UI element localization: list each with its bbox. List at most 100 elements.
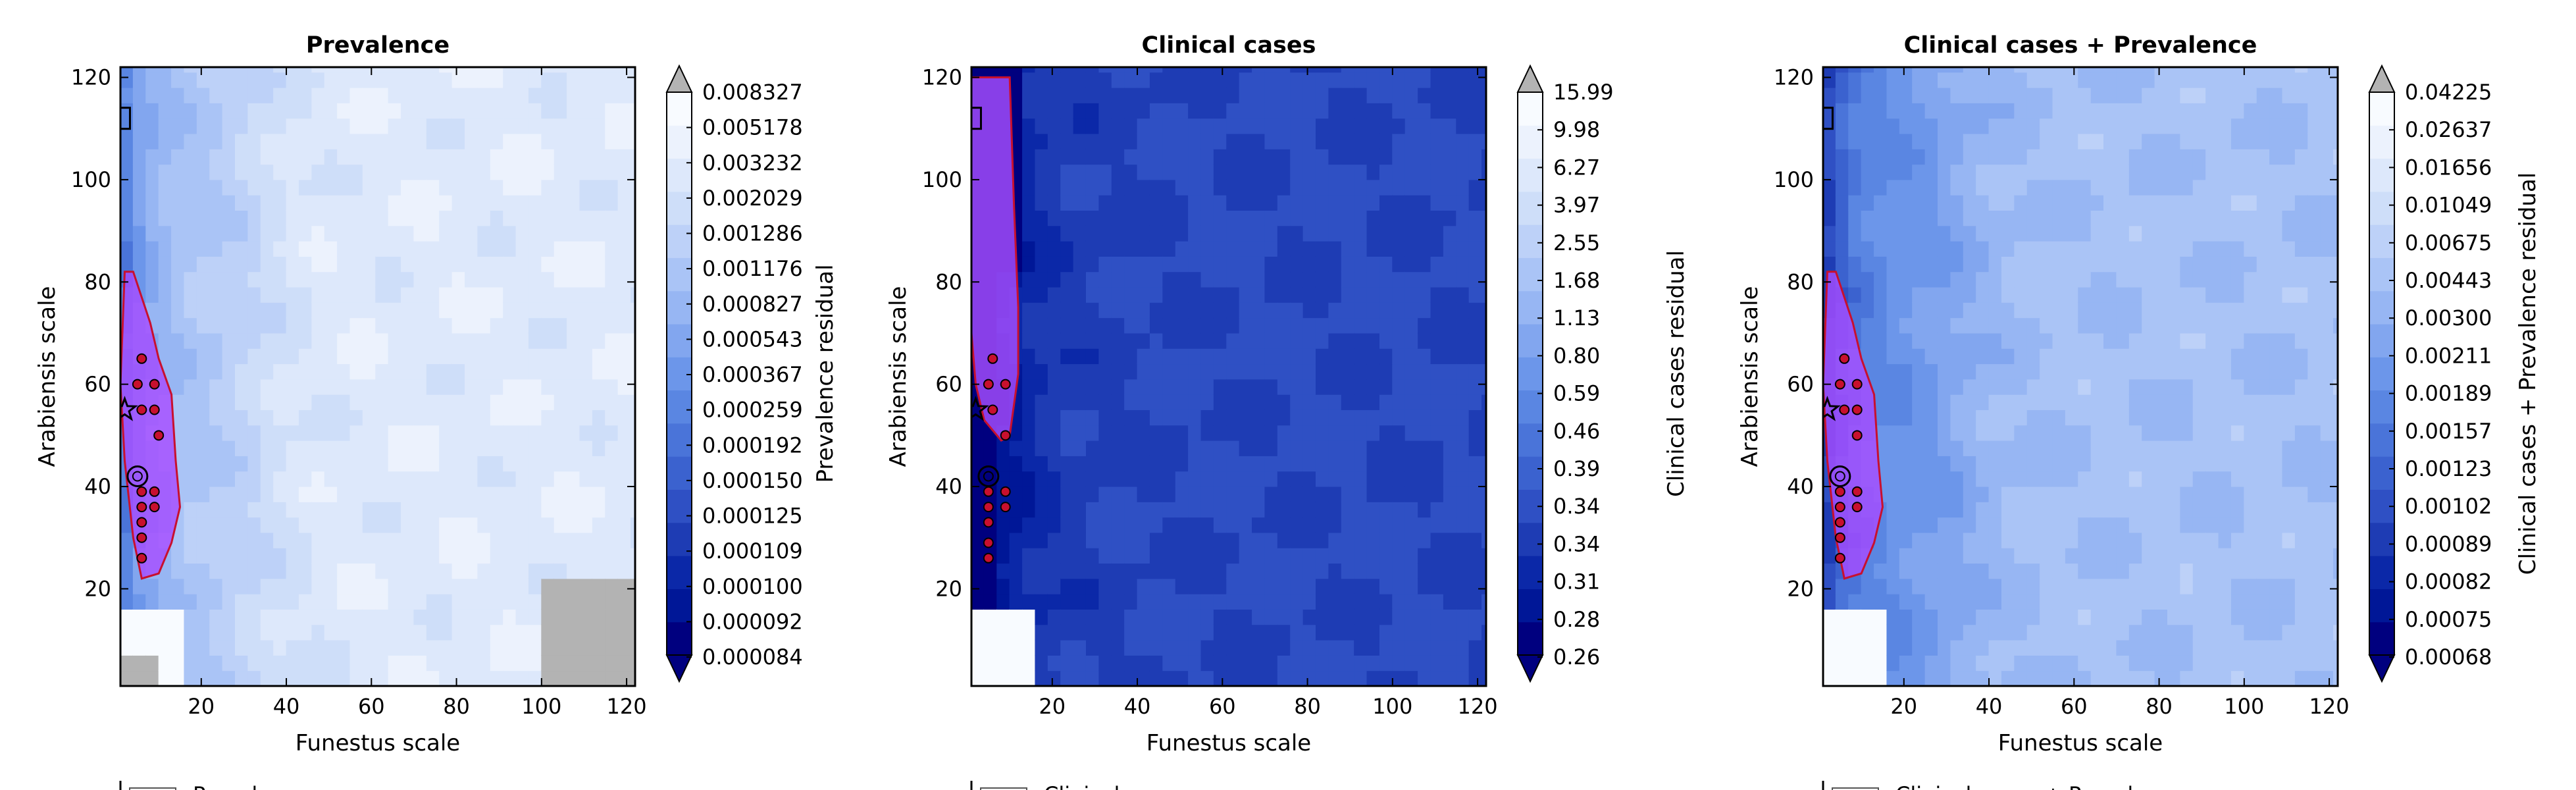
data-point xyxy=(153,430,165,441)
colorbar-tick-label: 0.00211 xyxy=(2405,343,2492,368)
chart-title: Clinical cases + Prevalence xyxy=(1904,32,2257,59)
colorbar-tick-label: 0.00068 xyxy=(2405,645,2492,670)
x-tick-label: 20 xyxy=(1039,694,1066,719)
data-point xyxy=(1000,502,1011,513)
colorbar-band xyxy=(1518,324,1543,357)
data-point xyxy=(1834,486,1845,497)
y-tick-label: 20 xyxy=(1787,576,1814,601)
data-point xyxy=(136,404,147,415)
colorbar-tick-label: 1.13 xyxy=(1553,305,1600,330)
data-point xyxy=(1834,532,1845,543)
data-point xyxy=(136,502,147,513)
plot-frame xyxy=(119,66,636,687)
data-point xyxy=(1839,353,1850,364)
data-point xyxy=(1851,486,1863,497)
colorbar-band xyxy=(1518,92,1543,126)
data-point xyxy=(987,404,998,415)
legend: Clinical xyxy=(970,781,1120,790)
colorbar-band xyxy=(1518,556,1543,589)
reference-ring-marker xyxy=(977,465,1000,487)
data-point xyxy=(149,379,160,390)
colorbar-tick-label: 1.68 xyxy=(1553,268,1600,293)
colorbar-band xyxy=(667,456,692,490)
colorbar-tick-label: 0.000100 xyxy=(702,574,803,599)
colorbar-tick-label: 15.99 xyxy=(1553,80,1614,105)
y-tick-label: 20 xyxy=(84,576,111,601)
reference-ring-marker xyxy=(1829,465,1851,487)
data-point xyxy=(1834,517,1845,528)
colorbar-band xyxy=(1518,357,1543,391)
y-tick-label: 100 xyxy=(71,167,111,192)
colorbar-band xyxy=(667,556,692,589)
x-tick-label: 120 xyxy=(607,694,647,719)
colorbar-tick-label: 0.000092 xyxy=(702,609,803,634)
colorbar-over-arrow xyxy=(665,64,693,93)
legend-swatch xyxy=(980,787,1027,790)
colorbar-label: Clinical cases residual xyxy=(1663,250,1689,497)
colorbar-tick-label: 0.00089 xyxy=(2405,531,2492,556)
colorbar-tick-label: 0.00443 xyxy=(2405,268,2492,293)
data-point xyxy=(136,552,147,564)
legend: Prevalence xyxy=(119,781,309,790)
colorbar: 0.04225 0.02637 0.01656 0.01049 0.00675 0.004… xyxy=(2368,64,2541,683)
colorbar-tick-label: 0.01049 xyxy=(2405,193,2492,218)
data-point xyxy=(132,379,143,390)
colorbar-band xyxy=(1518,423,1543,457)
colorbar-band xyxy=(2369,357,2394,391)
data-point xyxy=(1000,486,1011,497)
legend: Clinical cases + Prevalence xyxy=(1822,781,2184,790)
x-tick-label: 100 xyxy=(2224,694,2264,719)
x-tick-label: 120 xyxy=(1458,694,1498,719)
colorbar-frame xyxy=(666,92,692,656)
colorbar-band xyxy=(667,224,692,258)
colorbar-tick-label: 0.000367 xyxy=(702,362,803,387)
colorbar-band xyxy=(667,92,692,126)
colorbar-over-arrow xyxy=(2368,64,2396,93)
data-point xyxy=(1834,379,1845,390)
colorbar-band xyxy=(667,324,692,357)
colorbar-tick-label: 0.34 xyxy=(1553,494,1600,519)
x-tick-label: 20 xyxy=(188,694,215,719)
y-tick-label: 60 xyxy=(935,372,962,397)
data-point xyxy=(1851,404,1863,415)
colorbar-under-arrow xyxy=(1516,654,1544,683)
colorbar-tick-label: 2.55 xyxy=(1553,230,1600,255)
colorbar-tick-label: 0.000125 xyxy=(702,504,803,529)
legend-label: Clinical cases + Prevalence xyxy=(1895,782,2184,790)
x-tick-label: 80 xyxy=(1294,694,1321,719)
y-tick-label: 120 xyxy=(71,65,111,90)
data-point xyxy=(136,353,147,364)
colorbar-band xyxy=(667,158,692,192)
colorbar-tick-label: 0.34 xyxy=(1553,531,1600,556)
colorbar-band xyxy=(2369,324,2394,357)
heatmap-2 xyxy=(971,67,1486,686)
colorbar-band xyxy=(2369,257,2394,292)
y-tick-label: 100 xyxy=(922,167,962,192)
data-point xyxy=(1851,379,1863,390)
colorbar-tick-label: 0.26 xyxy=(1553,645,1600,670)
colorbar-band xyxy=(1518,390,1543,424)
square-marker xyxy=(1823,107,1834,130)
sweet-spot-region xyxy=(1823,271,1884,580)
colorbar-tick-label: 0.005178 xyxy=(702,115,803,140)
y-axis-label: Arabiensis scale xyxy=(1737,286,1763,467)
colorbar-frame xyxy=(1517,92,1543,656)
star-marker xyxy=(120,396,138,421)
colorbar-tick-label: 0.00082 xyxy=(2405,569,2492,594)
colorbar-band xyxy=(667,589,692,623)
colorbar-label: Prevalence residual xyxy=(812,264,838,483)
x-tick-label: 80 xyxy=(443,694,470,719)
sweet-spot-region xyxy=(120,271,181,580)
colorbar-frame xyxy=(2369,92,2395,656)
colorbar-band xyxy=(2369,290,2394,325)
data-point xyxy=(136,517,147,528)
data-point xyxy=(987,353,998,364)
x-tick-label: 40 xyxy=(1976,694,2003,719)
plot-frame xyxy=(970,66,1487,687)
x-tick-label: 120 xyxy=(2309,694,2350,719)
colorbar-tick-label: 0.31 xyxy=(1553,569,1600,594)
legend-swatch xyxy=(1832,787,1879,790)
colorbar-tick-label: 0.000259 xyxy=(702,398,803,423)
colorbar-under-arrow xyxy=(665,654,693,683)
colorbar-tick-label: 0.00157 xyxy=(2405,419,2492,444)
